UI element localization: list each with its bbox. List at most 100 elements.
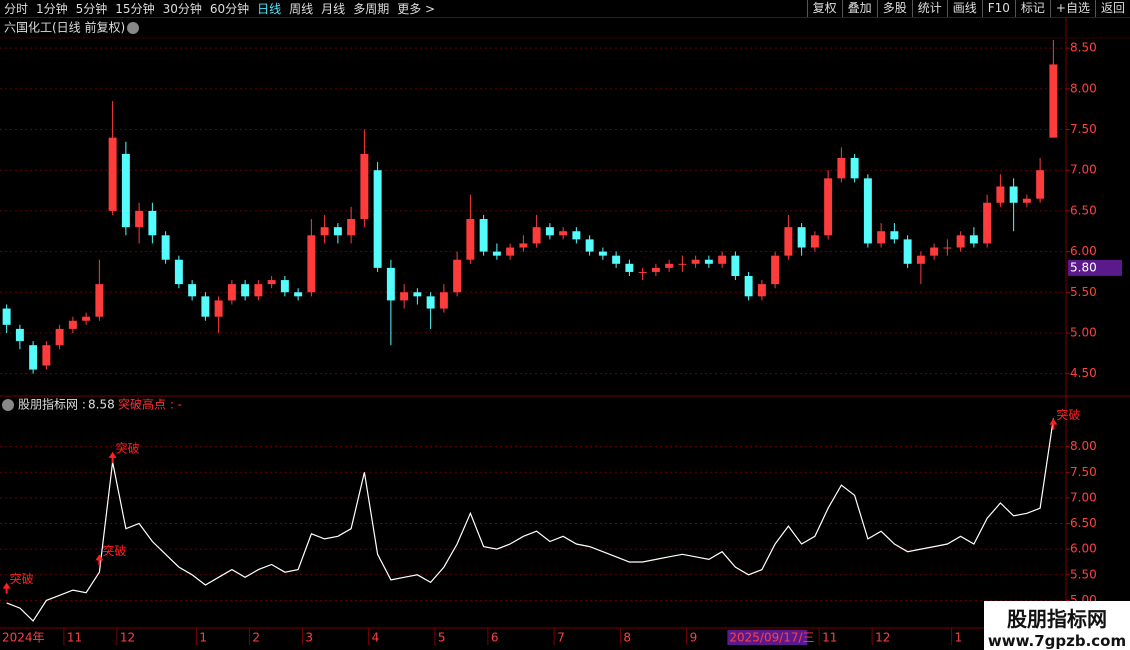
candle-body [996, 186, 1005, 203]
y-tick-label: 6.50 [1070, 203, 1097, 217]
signal-label: 突破 [10, 571, 34, 586]
watermark: 股朋指标网 www.7gpzb.com [984, 601, 1130, 650]
period-tab[interactable]: 更多 > [397, 2, 436, 16]
period-tab[interactable]: 月线 [321, 2, 346, 16]
tool-buttons: 复权 叠加 多股 统计 画线 F10 标记 +自选 返回 [806, 0, 1130, 17]
tool-button[interactable]: 复权 [806, 0, 842, 17]
candle-body [969, 235, 978, 244]
signal-arrow [2, 582, 11, 594]
y-tick-label: 6.00 [1070, 542, 1097, 556]
signal-label: 突破 [102, 543, 126, 558]
candle-body [943, 247, 952, 249]
y-tick-label: 7.50 [1070, 465, 1097, 479]
indicator-menu-icon[interactable] [2, 399, 14, 411]
candle-body [890, 231, 899, 240]
period-tab[interactable]: 1分钟 [36, 2, 68, 16]
candle-body [744, 276, 753, 297]
tool-button[interactable]: 叠加 [841, 0, 877, 17]
candle-body [82, 316, 91, 321]
candle-body [479, 219, 488, 252]
period-tab[interactable]: 30分钟 [162, 2, 202, 16]
period-tab[interactable]: 5分钟 [75, 2, 108, 16]
chart-title: 六国化工(日线 前复权) [4, 20, 125, 35]
candle-body [532, 227, 541, 244]
x-tick-label: 1 [199, 631, 207, 645]
candle-body [426, 296, 435, 309]
candle-body [386, 267, 395, 301]
period-tab[interactable]: 15分钟 [115, 2, 155, 16]
candle-body [757, 284, 766, 297]
x-tick-label: 12 [120, 631, 135, 645]
candle-body [307, 235, 316, 293]
y-tick-label: 5.50 [1070, 285, 1097, 299]
candle-body [161, 235, 170, 260]
y-tick-label: 7.00 [1070, 490, 1097, 504]
candle-body [837, 158, 846, 179]
candle-body [373, 170, 382, 268]
candle-body [903, 239, 912, 264]
period-tab[interactable]: 分时 [4, 2, 29, 16]
period-tab[interactable]: 日线 [257, 2, 282, 16]
tool-button[interactable]: +自选 [1049, 0, 1095, 17]
candle-body [453, 259, 462, 293]
candle-body [545, 227, 554, 236]
tool-button[interactable]: 标记 [1014, 0, 1050, 17]
candle-body [333, 227, 342, 236]
price-tag-box [1068, 259, 1122, 276]
y-tick-label: 6.50 [1070, 516, 1097, 530]
candle-body [68, 320, 77, 329]
tool-button[interactable]: 统计 [911, 0, 947, 17]
candle-body [280, 280, 289, 293]
candle-body [241, 284, 250, 297]
candle-body [254, 284, 263, 297]
candle-body [201, 296, 210, 317]
candle-body [784, 227, 793, 256]
y-tick-label: 8.00 [1070, 439, 1097, 453]
candle-body [439, 292, 448, 309]
period-tab[interactable]: 60分钟 [209, 2, 250, 16]
candle-body [877, 231, 886, 244]
indicator-value: 8.58 [88, 398, 115, 412]
candle-body [638, 271, 647, 273]
y-tick-label: 7.50 [1070, 122, 1097, 136]
tool-button[interactable]: 多股 [876, 0, 912, 17]
candle-body [824, 178, 833, 236]
x-tick-label: 1 [955, 631, 963, 645]
candle-body [174, 259, 183, 285]
y-tick-label: 8.50 [1070, 41, 1097, 55]
x-tick-label: 5 [438, 631, 446, 645]
candle-body [148, 210, 157, 236]
title-menu-icon[interactable] [127, 22, 139, 34]
toolbar: 分时 1分钟 5分钟 15分钟 30分钟 60分钟 日线 周线 月线 多周期 更多 > 复权 叠加 多股… [0, 0, 1130, 18]
candle-body [347, 219, 356, 236]
signal-label: 突破 [1056, 407, 1080, 422]
candle-body [188, 284, 197, 297]
tool-button[interactable]: 画线 [946, 0, 982, 17]
candle-body [320, 227, 329, 236]
candle-body [1036, 170, 1045, 199]
x-tick-label: 7 [557, 631, 565, 645]
x-tick-label: 8 [623, 631, 631, 645]
candle-body [42, 345, 51, 366]
period-tab[interactable]: 周线 [289, 2, 314, 16]
candle-body [227, 284, 236, 301]
candle-body [135, 210, 144, 228]
candle-body [15, 328, 24, 342]
candle-body [651, 267, 660, 272]
signal-label: 突破 [116, 440, 140, 455]
candle-body [559, 231, 568, 236]
candle-body [55, 328, 64, 346]
watermark-title: 股朋指标网 [1007, 607, 1107, 631]
x-tick-label: 9 [690, 631, 698, 645]
candle-body [29, 345, 38, 370]
candle-body [108, 137, 117, 211]
period-tab[interactable]: 多周期 [353, 2, 390, 16]
tool-button[interactable]: F10 [981, 0, 1015, 17]
x-tick-label: 6 [491, 631, 499, 645]
signal-title: 突破高点 : - [118, 397, 182, 412]
candle-body [400, 292, 409, 301]
candle-body [930, 247, 939, 256]
candle-body [810, 235, 819, 248]
tool-button[interactable]: 返回 [1094, 0, 1130, 17]
